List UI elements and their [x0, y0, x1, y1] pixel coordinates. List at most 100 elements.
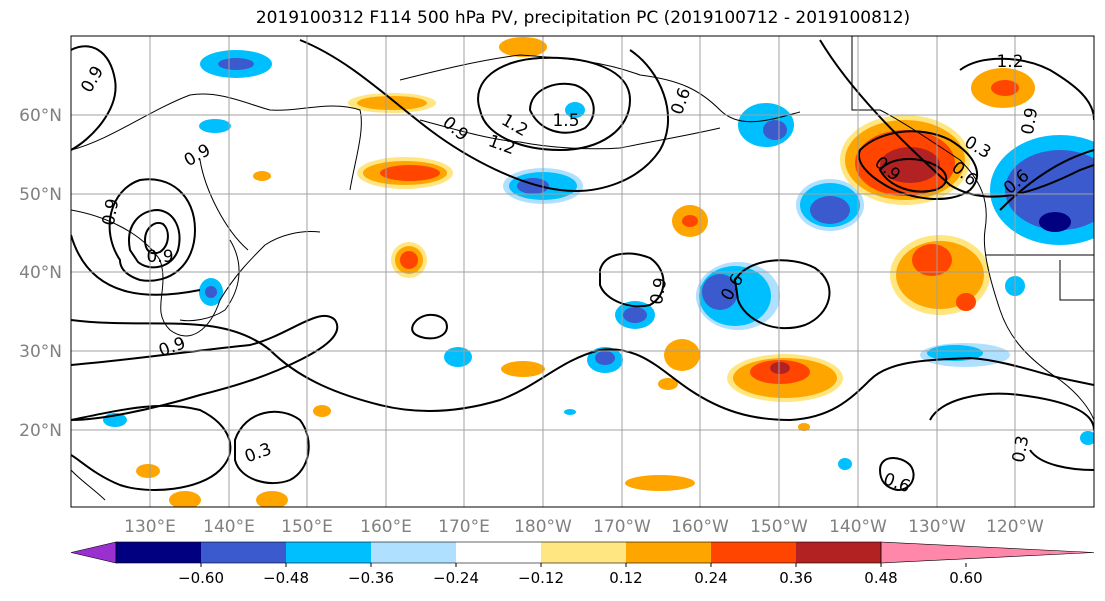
- longitude-label: 150°W: [750, 517, 808, 537]
- contour-label: 0.3: [1009, 434, 1033, 464]
- pv-contour-1.2: [857, 130, 979, 201]
- colorbar-cell: [371, 542, 456, 563]
- longitude-label: 160°E: [360, 517, 412, 537]
- precip-positive-area: [253, 171, 271, 181]
- precip-positive-core: [956, 293, 976, 311]
- contour-label: 0.9: [1018, 106, 1042, 136]
- longitude-label: 170°E: [438, 517, 490, 537]
- colorbar-cell: [116, 542, 201, 563]
- longitude-label: 130°E: [124, 517, 176, 537]
- pv-contour-1.2: [128, 208, 181, 269]
- precip-negative-core: [218, 58, 254, 70]
- precip-negative-area: [444, 347, 472, 367]
- philippines-coastline: [71, 469, 106, 501]
- latitude-label: 60°N: [19, 106, 62, 126]
- longitude-label: 140°W: [829, 517, 887, 537]
- contour-label: 0.9: [146, 247, 173, 267]
- precip-negative-core: [810, 196, 850, 224]
- coastlines: [71, 36, 1094, 501]
- asia-coastline: [71, 93, 362, 191]
- contour-label: 0.9: [99, 197, 123, 227]
- precip-negative-area: [838, 458, 852, 470]
- latitude-label: 50°N: [19, 185, 62, 205]
- latitude-label: 40°N: [19, 263, 62, 283]
- pv-contour-1.5: [528, 82, 595, 134]
- pv-contour-0.6: [71, 234, 201, 296]
- longitude-labels: 130°E 140°E 150°E 160°E 170°E 180°W 170°W 160°W…: [124, 517, 1044, 537]
- pv-contour-0.9: [299, 39, 669, 192]
- precip-negative-core: [702, 274, 738, 310]
- pv-contour-0.3: [929, 392, 1094, 431]
- colorbar-cell: [796, 542, 881, 563]
- precip-positive-area: [664, 339, 700, 371]
- aleutian-chain: [419, 119, 721, 150]
- contour-label: 1.2: [996, 52, 1023, 72]
- longitude-label: 160°W: [671, 517, 729, 537]
- plot-frame: [70, 35, 1095, 508]
- colorbar-cell: [286, 542, 371, 563]
- precip-positive-area: [256, 491, 288, 507]
- precip-positive-area: [625, 475, 695, 491]
- contour-label: 0.9: [647, 276, 671, 306]
- colorbar-cell: [541, 542, 626, 563]
- state-border: [1059, 260, 1094, 301]
- pv-contour-0.3: [71, 319, 1094, 422]
- pv-contours: [71, 39, 1094, 492]
- precip-positive-area: [136, 464, 160, 478]
- colorbar-label: −0.12: [518, 569, 564, 587]
- colorbar-label: −0.24: [433, 569, 479, 587]
- latitude-label: 20°N: [19, 421, 62, 441]
- precipitation-shading: [103, 37, 1094, 507]
- pv-contour-1.5: [878, 158, 948, 193]
- precip-negative-core: [205, 286, 217, 298]
- longitude-label: 130°W: [908, 517, 966, 537]
- longitude-label: 170°W: [593, 517, 651, 537]
- precip-negative-core: [763, 120, 787, 140]
- precip-negative-area: [927, 345, 983, 361]
- colorbar-label: 0.36: [779, 569, 812, 587]
- colorbar-label: −0.36: [348, 569, 394, 587]
- contour-label: 1.5: [552, 111, 579, 131]
- pv-contour-0.6: [71, 404, 232, 491]
- honshu-coastline: [179, 239, 240, 322]
- pv-contour-0.3: [878, 457, 915, 492]
- precip-positive-area: [499, 37, 547, 57]
- colorbar-labels: −0.60 −0.48 −0.36 −0.24 −0.12 0.12 0.24 0.36 0.4…: [178, 563, 983, 587]
- pv-contour-0.6: [599, 252, 665, 308]
- precip-negative-area: [565, 102, 585, 118]
- colorbar-label: 0.48: [864, 569, 897, 587]
- precip-negative-area: [564, 409, 576, 415]
- precip-positive-area: [313, 405, 331, 417]
- latitude-label: 30°N: [19, 342, 62, 362]
- precip-negative-area: [199, 119, 231, 133]
- precip-positive-area: [169, 491, 201, 507]
- colorbar-label: −0.48: [263, 569, 309, 587]
- pv-contour-0.3: [1029, 449, 1094, 471]
- grid-lines: [71, 36, 1094, 507]
- north-america-coastline: [840, 36, 1094, 421]
- colorbar-label: 0.60: [949, 569, 982, 587]
- precip-positive-core: [682, 215, 698, 227]
- colorbar-extend-low: [70, 541, 117, 564]
- precip-positive-area: [798, 423, 810, 431]
- precip-negative-core: [623, 307, 647, 323]
- pv-contour-0.6: [733, 259, 831, 330]
- bering-coastline: [399, 54, 801, 123]
- colorbar-cell: [626, 542, 711, 563]
- precip-positive-core: [912, 244, 952, 276]
- precip-positive-core: [880, 147, 940, 183]
- colorbar-extend-high: [880, 541, 1095, 564]
- pv-contour-0.9: [959, 57, 1094, 121]
- precip-negative-core: [1039, 212, 1071, 232]
- precip-positive-area: [658, 378, 678, 390]
- precip-positive-core: [770, 362, 790, 374]
- longitude-label: 180°W: [514, 517, 572, 537]
- precip-positive-core: [991, 80, 1019, 96]
- pv-contour-0.6: [999, 149, 1094, 211]
- precip-positive-core: [380, 165, 440, 181]
- precip-negative-area: [1080, 431, 1094, 445]
- colorbar-cell: [201, 542, 286, 563]
- latitude-labels: 60°N 50°N 40°N 30°N 20°N: [19, 106, 62, 441]
- longitude-label: 150°E: [281, 517, 333, 537]
